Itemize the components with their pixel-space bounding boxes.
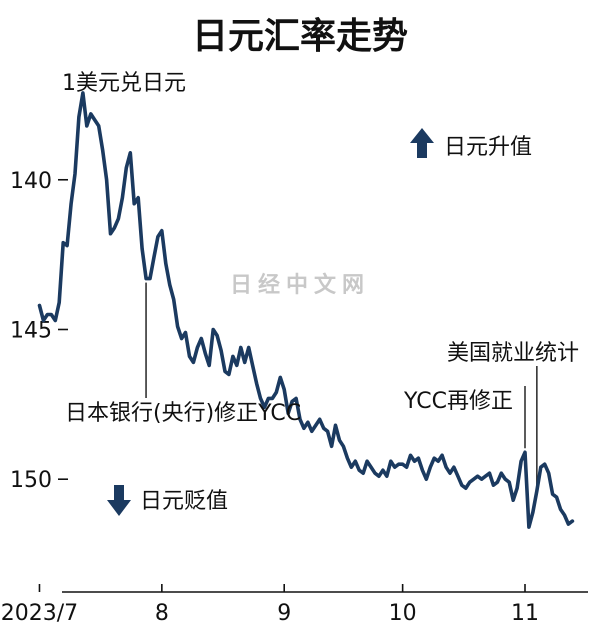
y-tick-label: 145: [10, 318, 52, 343]
x-tick-label: 10: [389, 601, 417, 626]
x-tick-label: 9: [277, 601, 291, 626]
annotation-ycc-revision: YCC再修正: [403, 389, 513, 414]
y-tick-label: 150: [10, 468, 52, 493]
y-axis-ticks: 140 145 150: [10, 169, 68, 493]
y-tick-label: 140: [10, 169, 52, 194]
legend-yen-up-label: 日元升值: [444, 135, 532, 160]
x-tick-label: 2023/7: [1, 601, 78, 626]
x-tick-label: 8: [155, 601, 169, 626]
annotation-us-jobs-report: 美国就业统计: [447, 341, 579, 366]
legend-yen-down-label: 日元贬值: [140, 489, 228, 514]
x-tick-label: 11: [511, 601, 539, 626]
y-axis-label: 1美元兑日元: [62, 71, 186, 96]
x-axis-ticks: 2023/7 8 9 10 11: [1, 584, 539, 626]
legend-yen-up: 日元升值: [410, 128, 532, 160]
up-arrow-icon: [410, 128, 434, 158]
chart-title: 日元汇率走势: [192, 16, 408, 57]
legend-yen-down: 日元贬值: [107, 485, 228, 516]
series-line: [37, 91, 575, 529]
annotation-boj-ycc: 日本银行(央行)修正YCC: [65, 401, 301, 426]
watermark: 日经中文网: [230, 272, 370, 298]
annotation-leaders: [145, 282, 538, 488]
down-arrow-icon: [107, 485, 131, 516]
